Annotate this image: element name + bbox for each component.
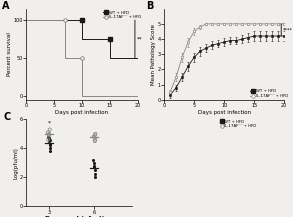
Point	[92, 164, 96, 167]
Point	[93, 138, 98, 141]
X-axis label: Days post infection: Days post infection	[45, 216, 113, 217]
Point	[46, 138, 51, 141]
Y-axis label: Log(pfu/ml): Log(pfu/ml)	[13, 147, 18, 179]
Point	[47, 133, 52, 137]
Point	[93, 132, 98, 136]
X-axis label: Days post infection: Days post infection	[197, 110, 251, 115]
Point	[93, 176, 97, 179]
Point	[47, 144, 52, 147]
Point	[91, 161, 96, 164]
X-axis label: Days post infection: Days post infection	[55, 110, 109, 115]
Point	[93, 168, 98, 172]
Legend: WT + HFD, IL-17AF⁻⁻ + HFD: WT + HFD, IL-17AF⁻⁻ + HFD	[103, 11, 141, 19]
Text: A: A	[2, 1, 9, 11]
Legend: WT + HFD, IL-17AF⁻⁻ + HFD: WT + HFD, IL-17AF⁻⁻ + HFD	[220, 120, 256, 128]
Point	[46, 135, 50, 138]
Text: C: C	[3, 112, 11, 122]
Point	[47, 146, 52, 150]
Point	[47, 139, 51, 143]
Text: ****: ****	[283, 27, 293, 33]
Point	[48, 142, 52, 146]
Point	[47, 150, 52, 153]
Point	[93, 139, 97, 143]
Legend: WT + HFD, IL-17AF⁻⁻ + HFD: WT + HFD, IL-17AF⁻⁻ + HFD	[250, 89, 288, 98]
Point	[92, 165, 96, 169]
Point	[47, 138, 52, 141]
Point	[47, 132, 52, 136]
Text: *: *	[47, 121, 50, 126]
Point	[46, 131, 50, 134]
Point	[93, 133, 97, 137]
Point	[91, 158, 96, 162]
Point	[91, 135, 96, 138]
Text: B: B	[146, 1, 154, 11]
Point	[47, 128, 52, 131]
Point	[47, 136, 52, 140]
Y-axis label: Percent survival: Percent survival	[7, 32, 12, 76]
Text: **: **	[137, 36, 142, 42]
Y-axis label: Mean Pathology Score: Mean Pathology Score	[151, 24, 156, 85]
Point	[92, 173, 97, 176]
